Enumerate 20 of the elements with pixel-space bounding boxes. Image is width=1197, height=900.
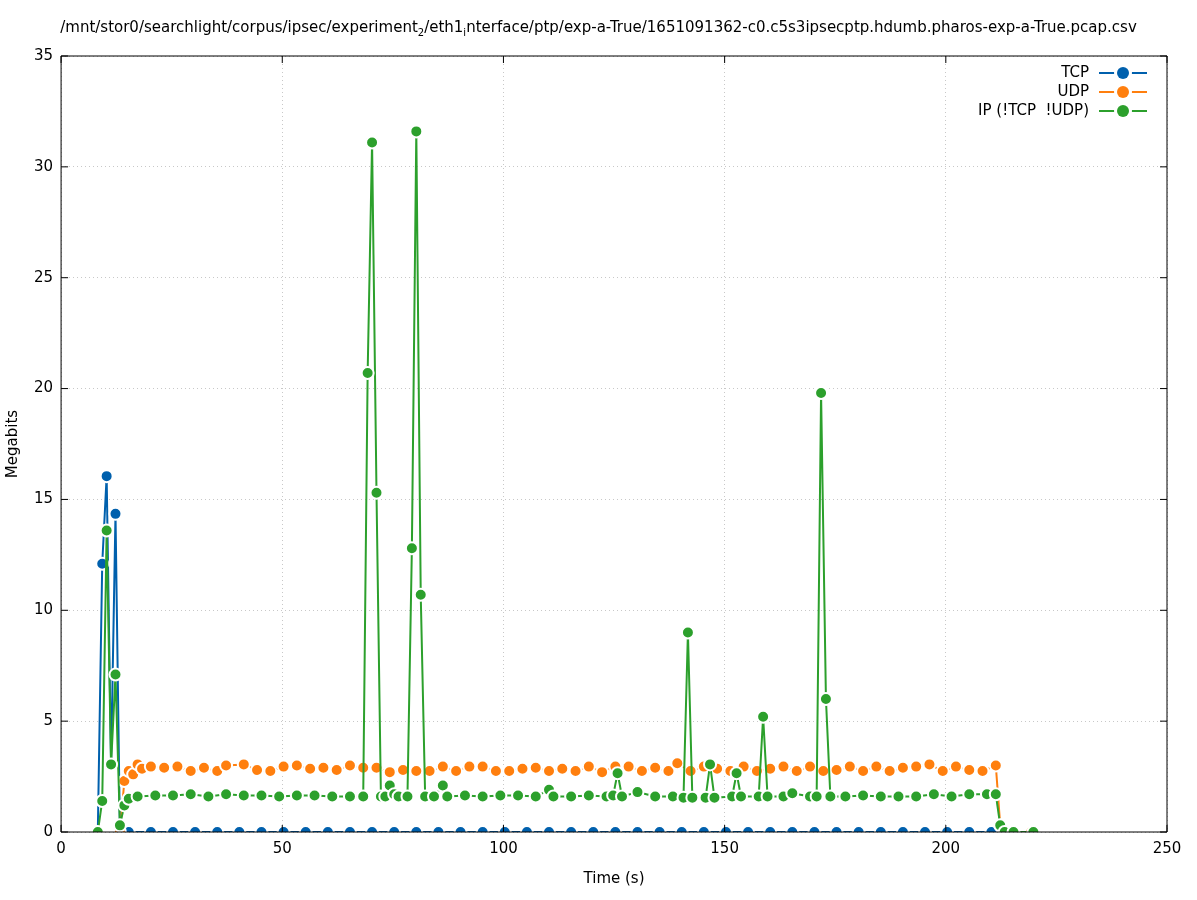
legend-label: TCP xyxy=(1060,62,1089,81)
y-tick-label: 0 xyxy=(43,821,54,840)
x-tick-label: 250 xyxy=(1152,838,1182,857)
chart-title: /mnt/stor0/searchlight/corpus/ipsec/experiment$_{2}$/eth1$_{i}$nterface/ptp/exp-a-True/1651091362-c0.c5s3ipsecptp.hdumb.pharos-exp-a-True.pcap.csv xyxy=(59,18,1138,38)
y-tick-label: 10 xyxy=(33,600,54,619)
y-axis-title: Megabits xyxy=(2,409,21,479)
y-tick-label: 15 xyxy=(33,489,54,508)
x-tick-label: 0 xyxy=(56,838,66,857)
y-tick-label: 20 xyxy=(33,378,54,397)
y-tick-label: 30 xyxy=(33,156,54,175)
x-tick-label: 150 xyxy=(710,838,739,857)
x-tick-label: 50 xyxy=(272,838,292,857)
legend-label: IP (!TCP !UDP) xyxy=(978,100,1089,119)
y-tick-label: 25 xyxy=(33,267,54,286)
x-tick-label: 100 xyxy=(489,838,518,857)
legend-label: UDP xyxy=(1057,81,1089,100)
y-tick-label: 35 xyxy=(33,45,54,64)
y-tick-label: 5 xyxy=(43,711,54,730)
x-tick-label: 200 xyxy=(931,838,961,857)
x-axis-title: Time (s) xyxy=(582,868,645,887)
